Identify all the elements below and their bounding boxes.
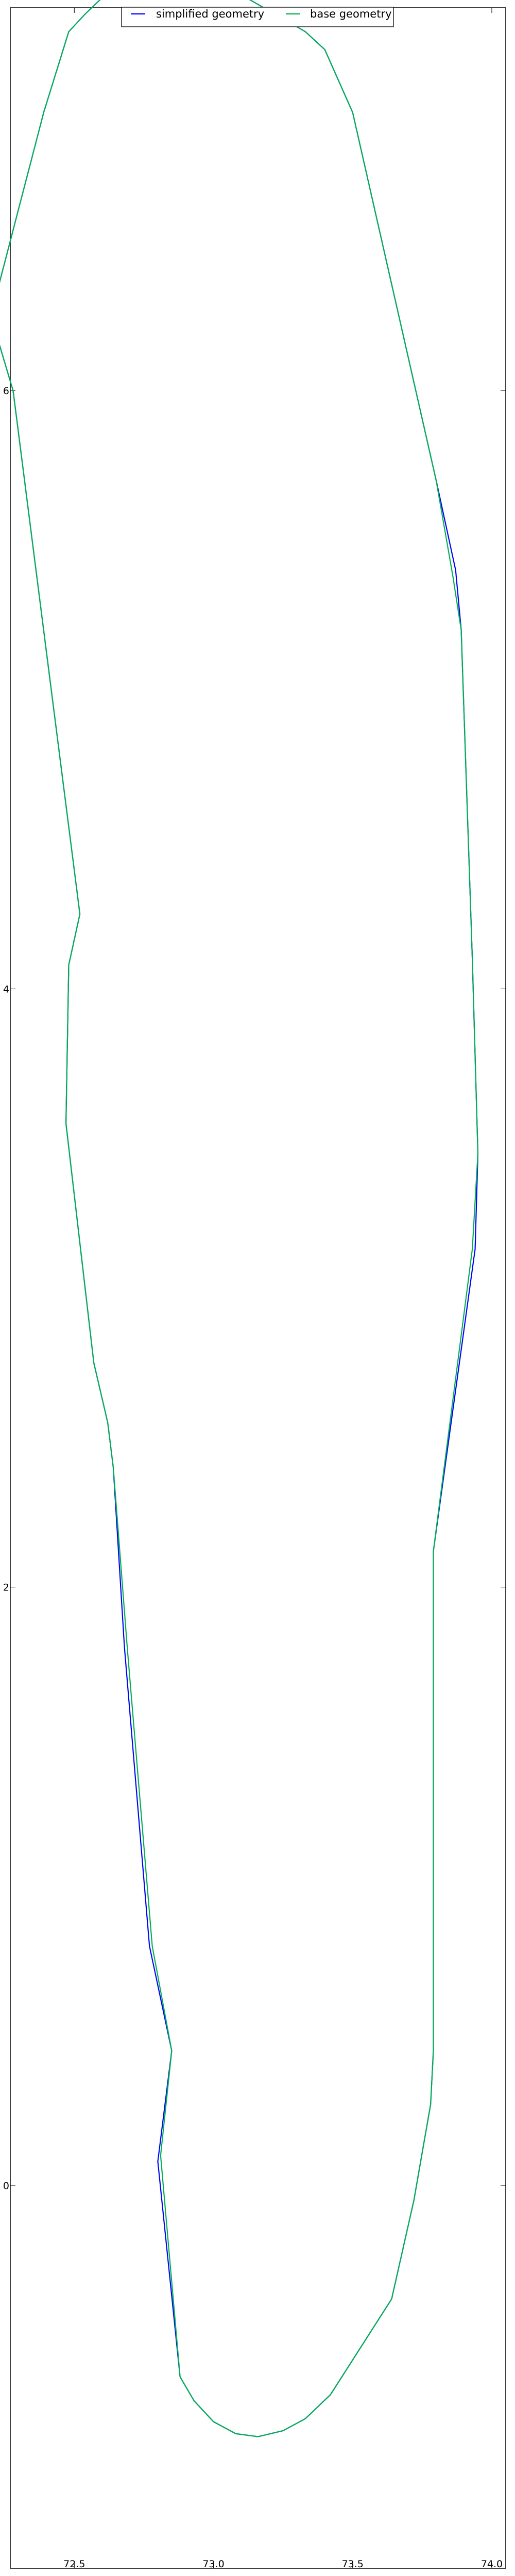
y-axis-ticks: 0 2 4 6 — [3, 385, 506, 2192]
y-tick-label: 2 — [3, 1582, 9, 1594]
y-tick-label: 6 — [3, 385, 9, 397]
series-line-base-geometry — [0, 0, 479, 2437]
plot-series-layer — [0, 0, 479, 2437]
y-tick-label: 0 — [3, 2180, 9, 2192]
legend-box — [121, 7, 394, 27]
y-tick-label: 4 — [3, 984, 9, 995]
x-tick-label: 73.0 — [202, 2558, 224, 2570]
series-line-simplified-geometry — [0, 0, 479, 2437]
x-tick-label: 72.5 — [63, 2558, 85, 2570]
legend: simplified geometry base geometry — [121, 7, 394, 27]
x-axis-ticks: 72.5 73.0 73.5 74.0 — [63, 8, 503, 2570]
x-tick-label: 73.5 — [342, 2558, 364, 2570]
legend-label-base-geometry: base geometry — [310, 8, 392, 20]
legend-label-simplified-geometry: simplified geometry — [156, 8, 264, 20]
x-tick-label: 74.0 — [481, 2558, 503, 2570]
